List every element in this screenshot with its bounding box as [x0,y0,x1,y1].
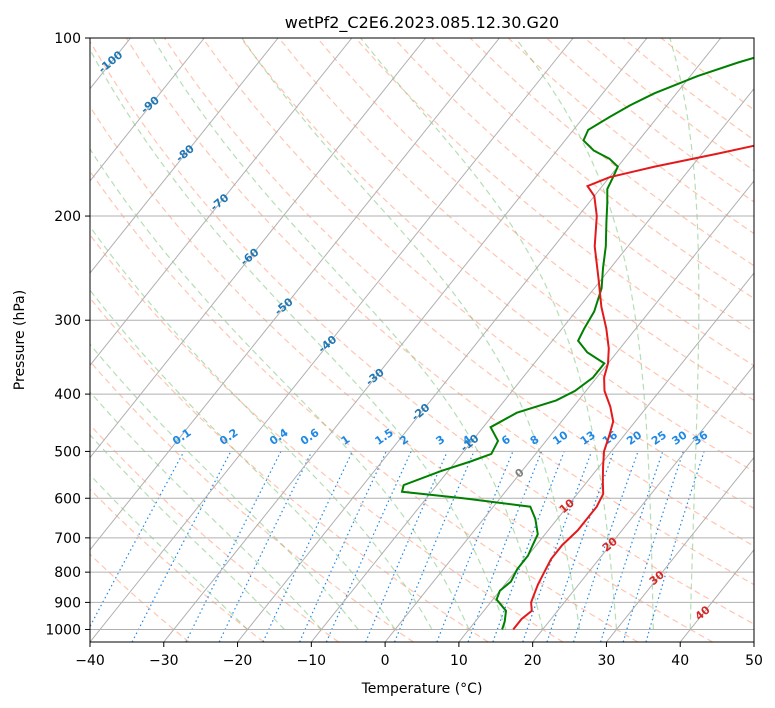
x-tick-label: 0 [381,653,390,669]
y-axis: 100 200 300 400 500 600 700 800 900 1000 [45,31,90,638]
dry-adiabat [90,233,564,642]
isotherm-line [458,272,754,642]
plot-area: -100-90-80-70-60-50-40-30-20-10010203040… [90,38,754,642]
isotherm-line [163,38,648,642]
x-tick-label: −30 [149,653,179,669]
chart-title: wetPf2_C2E6.2023.085.12.30.G20 [285,13,559,33]
isotherm-line [90,38,279,274]
isotherm-line [90,38,574,642]
moist-adiabat [90,473,249,630]
y-tick-label: 800 [54,565,81,581]
isotherm-line [606,456,754,642]
y-tick-label: 500 [54,444,81,460]
x-tick-label: 20 [524,653,542,669]
moist-adiabat [90,225,433,630]
y-tick-label: 600 [54,491,81,507]
pressure-gridlines [90,38,754,630]
moist-adiabat [669,38,700,630]
isotherm-line [310,87,754,642]
y-tick-label: 400 [54,387,81,403]
x-tick-label: 40 [671,653,689,669]
y-tick-label: 200 [54,209,81,225]
dry-adiabat [202,38,754,510]
isotherm-line [90,38,427,459]
moist-adiabat [515,38,654,630]
dry-adiabat [90,105,713,642]
temperature-line [512,144,754,631]
x-tick-label: 10 [450,653,468,669]
isotherm-gridlines [90,38,754,642]
dry-adiabat [278,38,754,437]
dry-adiabat [355,38,754,367]
isotherm-line [90,38,205,182]
moist-adiabat [360,38,618,630]
dry-adiabat [90,297,489,642]
y-tick-label: 900 [54,595,81,611]
isotherm-line [532,364,754,642]
dry-adiabat [163,38,754,547]
isotherm-line [237,38,722,642]
isotherm-line [90,38,353,367]
y-axis-title: Pressure (hPa) [12,290,28,390]
x-tick-label: 50 [745,653,763,669]
isotherm-line [90,38,500,551]
moist-adiabat [152,38,544,630]
isotherm-line [384,180,754,642]
x-tick-label: −10 [297,653,327,669]
moist-adiabats [90,38,700,630]
y-tick-label: 1000 [45,622,81,638]
y-tick-label: 100 [54,31,81,47]
dry-adiabat [125,38,754,586]
x-tick-label: −20 [223,653,253,669]
dewpoint-line [400,56,754,630]
moist-adiabat [241,38,581,630]
moist-adiabat [90,48,507,630]
dry-adiabat [90,40,754,625]
dry-adiabat [393,38,754,333]
moist-adiabat [90,147,470,630]
moist-adiabat [90,343,359,630]
x-tick-label: −40 [75,653,105,669]
x-axis: −40 −30 −20 −10 0 10 20 30 40 50 [75,642,763,669]
x-tick-label: 30 [598,653,616,669]
y-tick-label: 700 [54,531,81,547]
moist-adiabat [90,289,396,630]
y-tick-label: 300 [54,313,81,329]
plot-frame [89,37,755,643]
x-axis-title: Temperature (°C) [361,681,483,697]
dry-adiabat [316,38,754,401]
dry-adiabat [90,553,190,642]
